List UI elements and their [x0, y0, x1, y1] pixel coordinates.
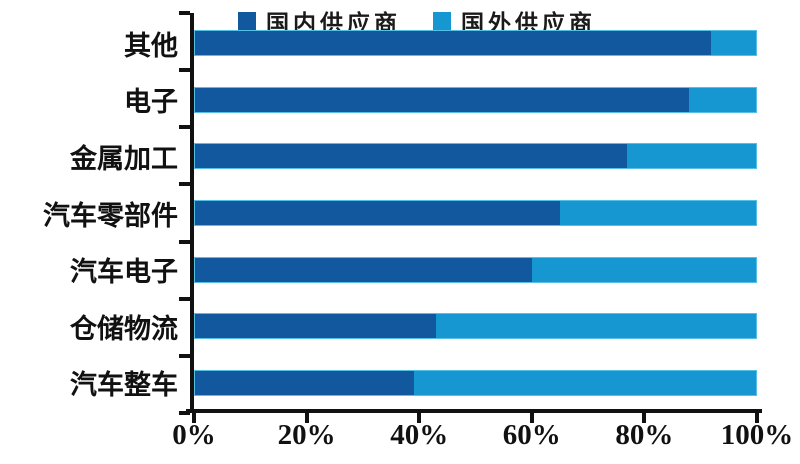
x-axis-tick-label: 60%: [502, 419, 561, 451]
plot-area: [194, 15, 757, 411]
chart-row: [194, 72, 757, 129]
legend-swatch-foreign-icon: [433, 12, 451, 30]
y-axis-tick: [179, 11, 190, 15]
bar-segment-foreign: [436, 314, 756, 339]
y-axis-tick: [179, 182, 190, 187]
bar-segment-domestic: [195, 314, 437, 339]
chart-row: [194, 128, 757, 185]
y-axis-tick: [179, 125, 190, 130]
chart-row: [194, 15, 757, 72]
legend-swatch-domestic-icon: [238, 12, 256, 30]
chart-row: [194, 354, 757, 411]
category-label: 仓储物流: [70, 313, 178, 344]
y-axis-tick: [179, 411, 190, 415]
x-axis-tick: [755, 413, 759, 423]
bar-segment-domestic: [195, 370, 414, 395]
bar-segment-domestic: [195, 87, 689, 112]
y-axis-tick: [179, 239, 190, 244]
x-axis-tick-label: 0%: [172, 419, 216, 451]
bar-segment-foreign: [413, 370, 756, 395]
stacked-bar: [194, 143, 757, 170]
bar-segment-domestic: [195, 257, 532, 282]
category-axis-labels: 其他电子金属加工汽车零部件汽车电子仓储物流汽车整车: [0, 15, 178, 411]
chart-row: [194, 185, 757, 242]
category-label: 汽车零部件: [43, 200, 178, 231]
bar-segment-foreign: [688, 87, 756, 112]
bar-segment-foreign: [711, 31, 756, 56]
y-axis-tick: [179, 296, 190, 301]
bar-segment-foreign: [531, 257, 756, 282]
x-axis-tick: [304, 413, 309, 423]
stacked-bar: [194, 256, 757, 283]
bar-segment-foreign: [626, 144, 756, 169]
category-label: 汽车电子: [70, 257, 178, 288]
category-label: 金属加工: [70, 143, 178, 174]
stacked-bar: [194, 30, 757, 57]
x-axis-tick-label: 40%: [390, 419, 449, 451]
category-label: 电子: [124, 87, 178, 118]
x-axis-tick: [192, 413, 196, 423]
bar-segment-domestic: [195, 144, 627, 169]
stacked-bar: [194, 313, 757, 340]
chart-row: [194, 298, 757, 355]
x-axis-tick: [529, 413, 534, 423]
bar-segment-domestic: [195, 31, 712, 56]
bar-segment-domestic: [195, 201, 560, 226]
x-axis-tick: [417, 413, 422, 423]
y-axis-tick: [179, 68, 190, 73]
x-axis-line: [186, 409, 762, 413]
stacked-bar: [194, 369, 757, 396]
y-axis-tick: [179, 353, 190, 358]
category-label: 汽车整车: [70, 370, 178, 401]
x-axis-tick: [642, 413, 647, 423]
x-axis-tick-label: 80%: [615, 419, 674, 451]
stacked-bar: [194, 200, 757, 227]
bar-segment-foreign: [559, 201, 756, 226]
chart-row: [194, 241, 757, 298]
x-axis-tick-label: 100%: [720, 419, 794, 451]
stacked-bar: [194, 86, 757, 113]
y-axis-line: [190, 13, 194, 413]
category-label: 其他: [124, 30, 178, 61]
x-axis-tick-label: 20%: [277, 419, 336, 451]
